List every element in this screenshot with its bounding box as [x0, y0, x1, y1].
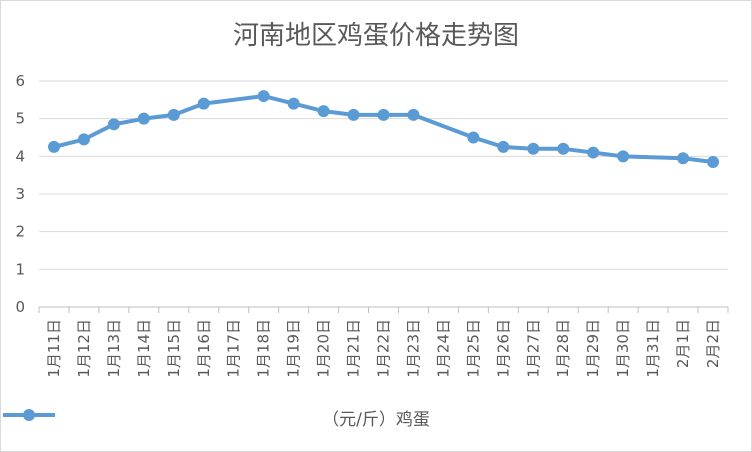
legend-swatch: [3, 409, 55, 421]
x-tick-label: 1月24日: [434, 319, 452, 378]
series-line: [53, 94, 714, 164]
data-point: [77, 133, 90, 146]
x-tick-label: 1月23日: [404, 319, 422, 378]
x-tick-label: 2月2日: [704, 319, 722, 368]
x-tick-label: 2月1日: [674, 319, 692, 368]
x-tick-label: 1月30日: [614, 319, 632, 378]
legend-label: （元/斤）鸡蛋: [322, 410, 430, 430]
x-tick-label: 1月11日: [45, 319, 63, 378]
x-tick-label: 1月19日: [285, 319, 303, 378]
legend: （元/斤）鸡蛋: [1, 405, 751, 430]
y-tick-label: 1: [15, 260, 25, 278]
series-line-path: [53, 94, 714, 164]
x-tick-label: 1月20日: [315, 319, 333, 378]
data-point: [707, 155, 720, 168]
data-point: [617, 150, 630, 163]
x-tick-label: 1月31日: [644, 319, 662, 378]
x-tick-label: 1月18日: [255, 319, 273, 378]
x-tick-label: 1月27日: [524, 319, 542, 378]
data-point: [197, 97, 210, 110]
y-tick-label: 5: [15, 110, 25, 128]
x-tick-label: 1月22日: [375, 319, 393, 378]
x-tick-label: 1月26日: [494, 319, 512, 378]
data-point: [497, 140, 510, 153]
data-point: [347, 108, 360, 121]
x-tick-label: 1月25日: [464, 319, 482, 378]
tick-labels: 0 1 2 3 4 5 6 1月11日 1月12日 1月13日 1月14日 1月15日 1月16日 1月1…: [15, 72, 722, 378]
x-tick-label: 1月16日: [195, 319, 213, 378]
data-point: [587, 146, 600, 159]
data-point: [407, 108, 420, 121]
data-point: [137, 112, 150, 125]
data-point: [47, 140, 60, 153]
y-tick-label: 4: [15, 147, 25, 165]
y-tick-label: 3: [15, 185, 25, 203]
x-tick-label: 1月21日: [345, 319, 363, 378]
data-point: [677, 152, 690, 165]
y-tick-label: 0: [15, 298, 25, 316]
x-tick-label: 1月29日: [584, 319, 602, 378]
chart-title: 河南地区鸡蛋价格走势图: [232, 21, 519, 51]
x-tick-label: 1月28日: [554, 319, 572, 378]
data-point: [257, 90, 270, 103]
x-tick-label: 1月13日: [105, 319, 123, 378]
data-point: [317, 105, 330, 118]
data-point: [527, 142, 540, 155]
y-tick-label: 6: [15, 72, 25, 90]
x-tick-label: 1月12日: [75, 319, 93, 378]
data-point: [107, 118, 120, 131]
x-tick-label: 1月14日: [135, 319, 153, 378]
data-point: [377, 108, 390, 121]
y-tick-label: 2: [15, 223, 25, 241]
series-points: [47, 90, 720, 168]
axes: [38, 307, 729, 313]
x-tick-label: 1月15日: [165, 319, 183, 378]
data-point: [287, 97, 300, 110]
data-point: [167, 108, 180, 121]
data-point: [467, 131, 480, 144]
x-tick-label: 1月17日: [225, 319, 243, 378]
data-point: [557, 142, 570, 155]
